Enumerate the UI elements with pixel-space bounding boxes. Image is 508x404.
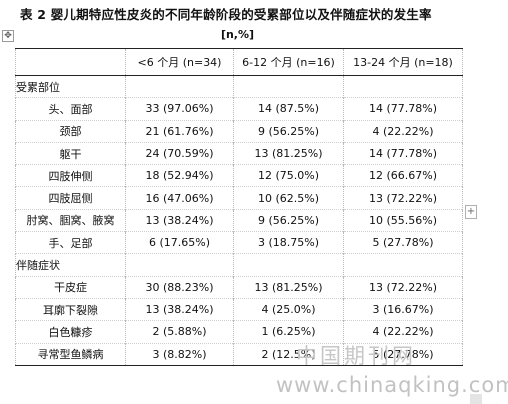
table-row: 颈部 21 (61.76%) 9 (56.25%) 4 (22.22%) <box>15 119 463 143</box>
table-cell: 2 (5.88%) <box>125 320 234 344</box>
table-cell: 10 (55.56%) <box>343 208 463 232</box>
add-icon[interactable]: + <box>465 205 477 219</box>
table-row: 耳廓下裂隙 13 (38.24%) 4 (25.0%) 3 (16.67%) <box>15 297 463 321</box>
row-label: 白色糠疹 <box>15 320 126 344</box>
table-cell: 14 (77.78%) <box>343 141 463 165</box>
table-cell: 4 (25.0%) <box>233 297 344 321</box>
table-title: 表 2 婴儿期特应性皮炎的不同年龄阶段的受累部位以及伴随症状的发生率 <box>20 7 432 22</box>
row-label: 躯干 <box>15 141 126 165</box>
table-cell: 5 (27.78%) <box>343 342 463 366</box>
section-label: 伴随症状 <box>15 253 126 277</box>
table-cell <box>233 253 344 277</box>
table-cell: 30 (88.23%) <box>125 275 234 299</box>
table-row: 躯干 24 (70.59%) 13 (81.25%) 14 (77.78%) <box>15 141 463 165</box>
table-row: 白色糠疹 2 (5.88%) 1 (6.25%) 4 (22.22%) <box>15 320 463 344</box>
table-cell: 9 (56.25%) <box>233 208 344 232</box>
header-cell <box>15 48 126 76</box>
table-cell: 33 (97.06%) <box>125 97 234 121</box>
table-cell: 14 (77.78%) <box>343 97 463 121</box>
table-row: 干皮症 30 (88.23%) 13 (81.25%) 13 (72.22%) <box>15 275 463 299</box>
table-cell: 10 (62.5%) <box>233 186 344 210</box>
table-cell <box>343 253 463 277</box>
row-label: 干皮症 <box>15 275 126 299</box>
row-label: 手、足部 <box>15 231 126 254</box>
table-cell: 13 (72.22%) <box>343 186 463 210</box>
table-cell: 4 (22.22%) <box>343 320 463 344</box>
table-cell: 9 (56.25%) <box>233 119 344 143</box>
row-label: 四肢伸侧 <box>15 164 126 187</box>
table-cell: 3 (16.67%) <box>343 297 463 321</box>
section-label: 受累部位 <box>15 74 126 98</box>
table-cell: 13 (81.25%) <box>233 275 344 299</box>
scrollbar-thumb[interactable] <box>470 394 482 404</box>
watermark-cn: 中国期刊网 <box>296 344 416 368</box>
table-cell: 3 (18.75%) <box>233 231 344 254</box>
row-label: 颈部 <box>15 119 126 143</box>
table-cell: 13 (72.22%) <box>343 275 463 299</box>
data-table: <6 个月 (n=34) 6-12 个月 (n=16) 13-24 个月 (n=… <box>15 48 463 366</box>
table-cell: 12 (66.67%) <box>343 164 463 187</box>
table-cell: 13 (38.24%) <box>125 208 234 232</box>
section-row: 伴随症状 <box>15 253 463 277</box>
row-label: 肘窝、腘窝、腋窝 <box>15 208 126 232</box>
table-row: 肘窝、腘窝、腋窝 13 (38.24%) 9 (56.25%) 10 (55.56%) <box>15 208 463 232</box>
table-cell: 5 (27.78%) <box>343 231 463 254</box>
table-cell: 12 (75.0%) <box>233 164 344 187</box>
row-label: 头、面部 <box>15 97 126 121</box>
row-label: 耳廓下裂隙 <box>15 297 126 321</box>
table-cell: 6 (17.65%) <box>125 231 234 254</box>
table-cell: 14 (87.5%) <box>233 97 344 121</box>
header-cell: 6-12 个月 (n=16) <box>233 48 344 76</box>
row-label: 寻常型鱼鳞病 <box>15 342 126 366</box>
header-cell: <6 个月 (n=34) <box>125 48 234 76</box>
table-cell: 13 (38.24%) <box>125 297 234 321</box>
table-cell: 18 (52.94%) <box>125 164 234 187</box>
table-row: 头、面部 33 (97.06%) 14 (87.5%) 14 (77.78%) <box>15 97 463 121</box>
header-cell: 13-24 个月 (n=18) <box>343 48 463 76</box>
section-row: 受累部位 <box>15 74 463 98</box>
table-row: 寻常型鱼鳞病 3 (8.82%) 2 (12.5%) 5 (27.78%) <box>15 342 463 366</box>
table-row: 手、足部 6 (17.65%) 3 (18.75%) 5 (27.78%) <box>15 231 463 254</box>
table-cell: 21 (61.76%) <box>125 119 234 143</box>
table-cell <box>233 74 344 98</box>
move-handle-icon[interactable]: ✥ <box>2 30 14 42</box>
table-cell: 13 (81.25%) <box>233 141 344 165</box>
table-header-row: <6 个月 (n=34) 6-12 个月 (n=16) 13-24 个月 (n=… <box>15 48 463 76</box>
table-row: 四肢屈侧 16 (47.06%) 10 (62.5%) 13 (72.22%) <box>15 186 463 210</box>
table-cell: 24 (70.59%) <box>125 141 234 165</box>
table-cell: 16 (47.06%) <box>125 186 234 210</box>
table-cell <box>125 253 234 277</box>
row-label: 四肢屈侧 <box>15 186 126 210</box>
table-cell: 4 (22.22%) <box>343 119 463 143</box>
table-cell <box>125 74 234 98</box>
watermark-url: www.chinaqking.com <box>276 373 508 397</box>
table-cell: 3 (8.82%) <box>125 342 234 366</box>
table-unit: [n,%] <box>220 28 255 41</box>
table-cell <box>343 74 463 98</box>
table-row: 四肢伸侧 18 (52.94%) 12 (75.0%) 12 (66.67%) <box>15 164 463 187</box>
